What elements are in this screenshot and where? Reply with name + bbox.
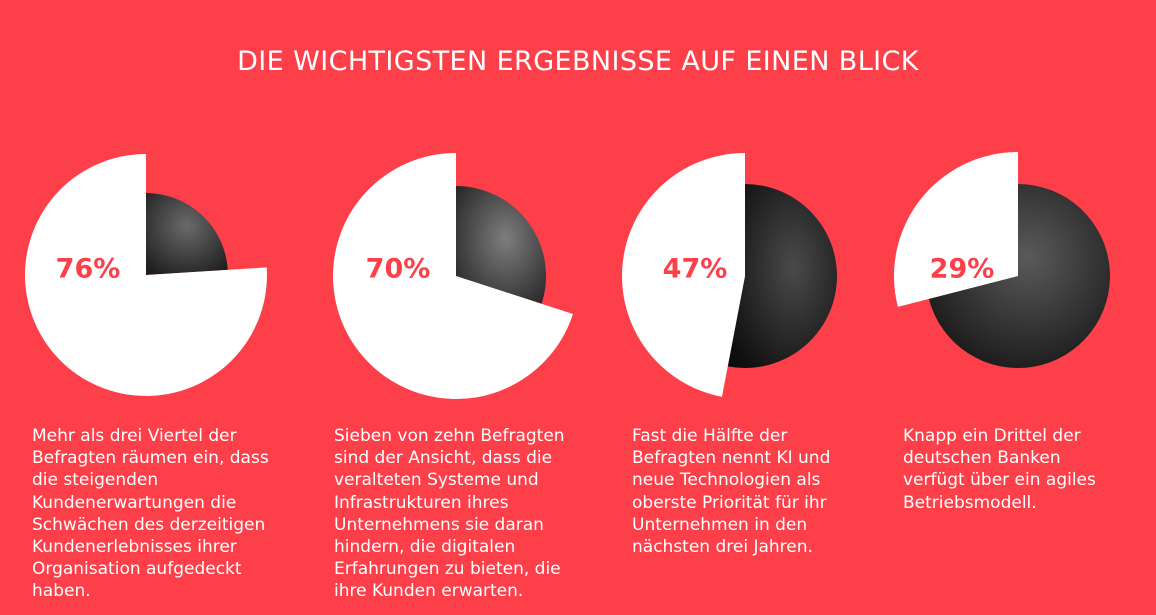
woman-with-tablet-photo bbox=[727, 184, 837, 368]
pie-slice-3 bbox=[622, 153, 745, 397]
caption-2: Sieben von zehn Befragten sind der Ansic… bbox=[334, 426, 565, 602]
pie-label-1: 76% bbox=[56, 254, 121, 285]
pie-label-4: 29% bbox=[930, 254, 995, 285]
pie-label-3: 47% bbox=[663, 254, 728, 285]
pie-slice-2 bbox=[333, 153, 573, 399]
caption-3: Fast die Hälfte der Befragten nennt KI u… bbox=[632, 426, 831, 558]
caption-1: Mehr als drei Viertel der Befragten räum… bbox=[32, 426, 269, 602]
pie-slice-4 bbox=[894, 152, 1018, 307]
pie-slice-1 bbox=[24, 154, 267, 396]
pie-label-2: 70% bbox=[366, 254, 431, 285]
business-people-photo bbox=[456, 185, 546, 304]
page-title: DIE WICHTIGSTEN ERGEBNISSE AUF EINEN BLI… bbox=[237, 46, 919, 77]
city-lights-photo bbox=[146, 193, 228, 275]
caption-4: Knapp ein Drittel der deutschen Banken v… bbox=[903, 426, 1096, 513]
financial-chart-photo bbox=[928, 184, 1110, 368]
